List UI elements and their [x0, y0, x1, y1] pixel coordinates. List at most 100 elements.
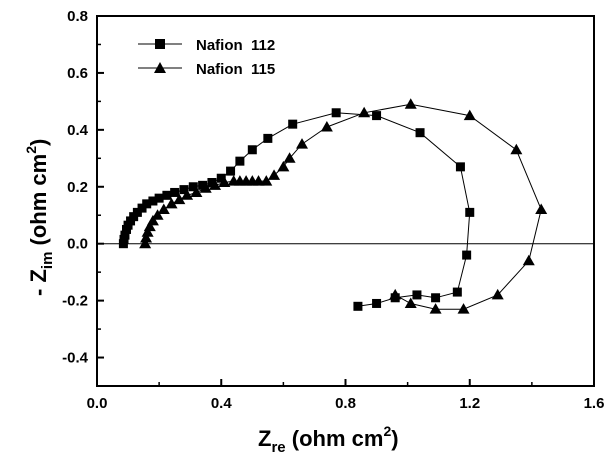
legend-entry-nafion-115: Nafion 115 [138, 61, 275, 78]
y-title-close: ) [26, 139, 51, 146]
data-point-square [132, 207, 142, 217]
data-point-square [455, 162, 465, 172]
legend: Nafion 112 Nafion 115 [138, 37, 275, 78]
x-title-unit: (ohm cm [286, 426, 384, 451]
legend-square-marker [155, 39, 165, 49]
data-point-square [247, 145, 257, 155]
y-tick-label: 0.4 [67, 122, 89, 139]
data-point-square [353, 301, 363, 311]
data-point-square [415, 128, 425, 138]
data-point-triangle [199, 182, 212, 193]
data-point-square [120, 230, 130, 240]
data-point-square [148, 196, 158, 206]
data-point-square [462, 250, 472, 260]
data-point-square [188, 182, 198, 192]
y-tick-label: 0.0 [67, 236, 88, 253]
data-point-square [431, 293, 441, 303]
data-point-triangle [143, 220, 156, 232]
x-tick-label: 0.4 [211, 395, 233, 412]
data-point-triangle [252, 175, 265, 186]
data-point-square [412, 290, 422, 300]
data-point-triangle [510, 143, 523, 155]
y-title-sup: 2 [23, 146, 39, 154]
data-point-square [216, 173, 226, 183]
y-tick-label: -0.2 [62, 293, 88, 310]
data-point-square [170, 187, 180, 197]
data-point-triangle [404, 297, 417, 308]
x-title-main: Z [258, 426, 271, 451]
data-point-square [226, 166, 236, 176]
data-point-triangle [190, 186, 203, 197]
data-point-square [179, 185, 189, 195]
y-title-prefix: - [26, 283, 51, 296]
data-point-triangle [320, 121, 333, 132]
y-tick-label: 0.8 [67, 8, 88, 25]
data-point-triangle [165, 197, 178, 209]
legend-triangle-marker [154, 62, 166, 73]
y-title-sub: im [39, 252, 56, 270]
data-point-square [372, 298, 382, 308]
data-point-triangle [173, 193, 186, 205]
series-lines [122, 103, 542, 310]
data-point-triangle [181, 189, 194, 200]
data-point-triangle [283, 152, 296, 163]
data-point-triangle [457, 303, 470, 314]
axis-ticks [96, 15, 595, 386]
data-point-square [465, 207, 475, 217]
data-point-triangle [296, 138, 309, 149]
tick-labels: 0.0 0.4 0.8 1.2 1.6 -0.4 -0.2 0.0 0.2 0.4 0.6 0.8 [62, 8, 604, 412]
x-title-sup: 2 [383, 423, 391, 439]
series-line-1 [122, 112, 471, 307]
data-point-triangle [358, 106, 371, 118]
y-tick-label: 0.2 [67, 179, 88, 196]
data-point-triangle [209, 179, 222, 190]
y-title-main: Z [26, 269, 51, 282]
data-point-triangle [535, 203, 548, 215]
data-point-square [235, 156, 245, 166]
x-axis-title: Zre (ohm cm2) [258, 423, 399, 456]
data-point-square [137, 203, 147, 213]
data-point-square [207, 178, 217, 187]
data-point-triangle [268, 169, 281, 180]
legend-entry-nafion-112: Nafion 112 [138, 37, 275, 54]
series-markers [118, 98, 548, 314]
legend-label-115: Nafion 115 [196, 61, 275, 78]
data-point-square [198, 180, 208, 190]
data-point-triangle [522, 254, 535, 266]
data-point-square [142, 199, 152, 209]
data-point-triangle [140, 232, 153, 243]
data-point-square [288, 119, 298, 129]
data-point-square [331, 108, 341, 118]
data-point-triangle [146, 214, 159, 226]
data-point-square [372, 111, 382, 121]
data-point-triangle [218, 176, 231, 187]
data-point-triangle [277, 160, 290, 172]
y-tick-label: 0.6 [67, 65, 88, 82]
data-point-triangle [157, 203, 170, 215]
data-point-square [452, 287, 462, 297]
x-tick-label: 1.6 [584, 395, 605, 412]
data-point-square [154, 193, 164, 203]
y-tick-label: -0.4 [62, 350, 89, 367]
data-point-triangle [389, 288, 402, 300]
data-point-triangle [463, 109, 476, 121]
data-point-triangle [429, 303, 442, 314]
data-point-triangle [151, 209, 164, 220]
data-point-triangle [260, 175, 273, 186]
data-point-triangle [139, 237, 152, 249]
series-line-2 [144, 103, 542, 310]
y-axis-title: - Zim (ohm cm2) [23, 139, 56, 296]
x-tick-label: 0.0 [87, 395, 108, 412]
data-point-triangle [141, 226, 154, 237]
data-point-triangle [491, 288, 504, 300]
data-point-triangle [404, 98, 417, 109]
x-tick-label: 0.8 [335, 395, 356, 412]
legend-label-112: Nafion 112 [196, 37, 275, 54]
x-title-close: ) [391, 426, 398, 451]
y-title-unit: (ohm cm [26, 154, 51, 252]
x-title-sub: re [271, 439, 285, 456]
data-point-square [263, 133, 273, 143]
data-point-square [162, 190, 172, 200]
x-tick-label: 1.2 [459, 395, 480, 412]
